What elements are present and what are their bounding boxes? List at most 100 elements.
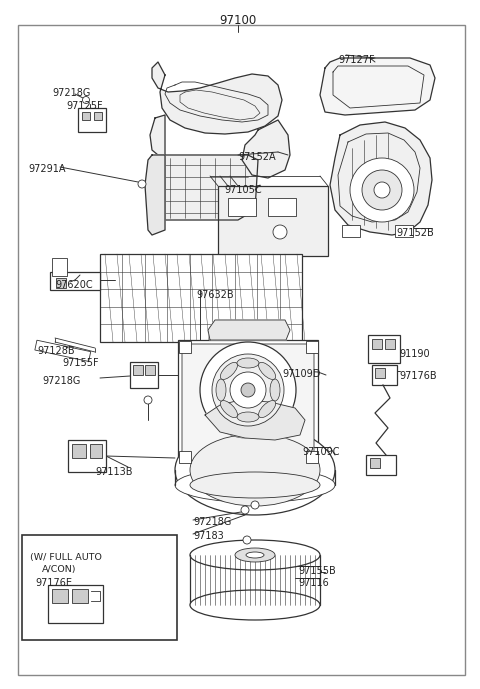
Text: 97620C: 97620C [55, 280, 93, 290]
Bar [50, 272, 100, 290]
Ellipse shape [175, 468, 335, 502]
Text: 97109D: 97109D [282, 369, 320, 379]
Bar [268, 198, 296, 216]
Bar [372, 339, 382, 349]
Text: 97152B: 97152B [396, 228, 434, 238]
Text: 97218G: 97218G [193, 517, 231, 527]
Bar [78, 108, 106, 132]
Ellipse shape [216, 379, 226, 401]
Bar [90, 444, 102, 458]
Bar [342, 225, 360, 237]
Text: 97218G: 97218G [52, 88, 90, 98]
Text: 97152A: 97152A [238, 152, 276, 162]
Polygon shape [145, 155, 165, 235]
Circle shape [83, 96, 89, 103]
Circle shape [350, 158, 414, 222]
Ellipse shape [220, 362, 238, 380]
Ellipse shape [259, 400, 276, 418]
Text: (W/ FULL AUTO: (W/ FULL AUTO [30, 553, 102, 562]
Bar [385, 339, 395, 349]
Text: 91190: 91190 [399, 349, 430, 359]
Text: 97218G: 97218G [42, 376, 80, 386]
Bar [218, 186, 328, 256]
Bar [145, 365, 155, 375]
Bar [306, 341, 318, 353]
Bar [133, 365, 143, 375]
Bar [72, 589, 88, 603]
Polygon shape [152, 62, 282, 134]
Bar [56, 278, 66, 288]
Bar [22, 535, 177, 640]
Ellipse shape [190, 434, 320, 506]
Bar [52, 258, 67, 276]
Polygon shape [190, 555, 320, 605]
Text: 97183: 97183 [193, 531, 224, 541]
Ellipse shape [237, 412, 259, 422]
Ellipse shape [190, 540, 320, 570]
Text: 97113B: 97113B [95, 467, 132, 477]
Text: 97125F: 97125F [66, 101, 103, 111]
Circle shape [212, 354, 284, 426]
Ellipse shape [270, 379, 280, 401]
Bar [228, 198, 256, 216]
Ellipse shape [237, 358, 259, 368]
Polygon shape [242, 120, 290, 178]
Bar [35, 340, 91, 362]
Bar [370, 458, 380, 468]
Circle shape [241, 506, 249, 514]
Bar [368, 335, 400, 363]
Text: 97127F: 97127F [338, 55, 374, 65]
Ellipse shape [190, 472, 320, 498]
Bar [179, 451, 191, 463]
Bar [52, 589, 68, 603]
Bar [48, 585, 103, 623]
Bar [94, 112, 102, 120]
Circle shape [241, 383, 255, 397]
Circle shape [200, 342, 296, 438]
Bar [372, 365, 397, 385]
FancyBboxPatch shape [182, 344, 314, 461]
Text: 97155B: 97155B [298, 566, 336, 576]
Text: 97105C: 97105C [224, 185, 262, 195]
Text: 97176B: 97176B [399, 371, 437, 381]
Text: 97109C: 97109C [302, 447, 339, 457]
Circle shape [273, 225, 287, 239]
Text: A/CON): A/CON) [42, 565, 76, 574]
Circle shape [138, 180, 146, 188]
Circle shape [362, 170, 402, 210]
Text: 97100: 97100 [219, 14, 257, 27]
Bar [82, 112, 90, 120]
Ellipse shape [246, 552, 264, 558]
Circle shape [374, 182, 390, 198]
Ellipse shape [175, 425, 335, 515]
Polygon shape [150, 115, 258, 220]
Bar [72, 444, 86, 458]
Polygon shape [205, 400, 305, 440]
Polygon shape [208, 320, 290, 340]
Ellipse shape [190, 590, 320, 620]
Circle shape [230, 372, 266, 408]
Bar [130, 362, 158, 388]
Bar [375, 368, 385, 378]
Text: 97155F: 97155F [62, 358, 98, 368]
Ellipse shape [259, 362, 276, 380]
Text: 97116: 97116 [298, 578, 329, 588]
Bar [179, 341, 191, 353]
Circle shape [251, 501, 259, 509]
Polygon shape [320, 58, 435, 115]
Bar [395, 225, 413, 237]
Text: 97176E: 97176E [35, 578, 72, 588]
Bar [100, 254, 302, 342]
Bar [366, 455, 396, 475]
Text: 97128B: 97128B [37, 346, 74, 356]
Circle shape [144, 396, 152, 404]
Bar [306, 451, 318, 463]
Bar [178, 340, 318, 465]
Bar [68, 440, 106, 472]
Ellipse shape [235, 548, 275, 562]
Text: 97632B: 97632B [196, 290, 234, 300]
Ellipse shape [220, 400, 238, 418]
Circle shape [243, 536, 251, 544]
Polygon shape [330, 122, 432, 235]
Text: 97291A: 97291A [28, 164, 65, 174]
